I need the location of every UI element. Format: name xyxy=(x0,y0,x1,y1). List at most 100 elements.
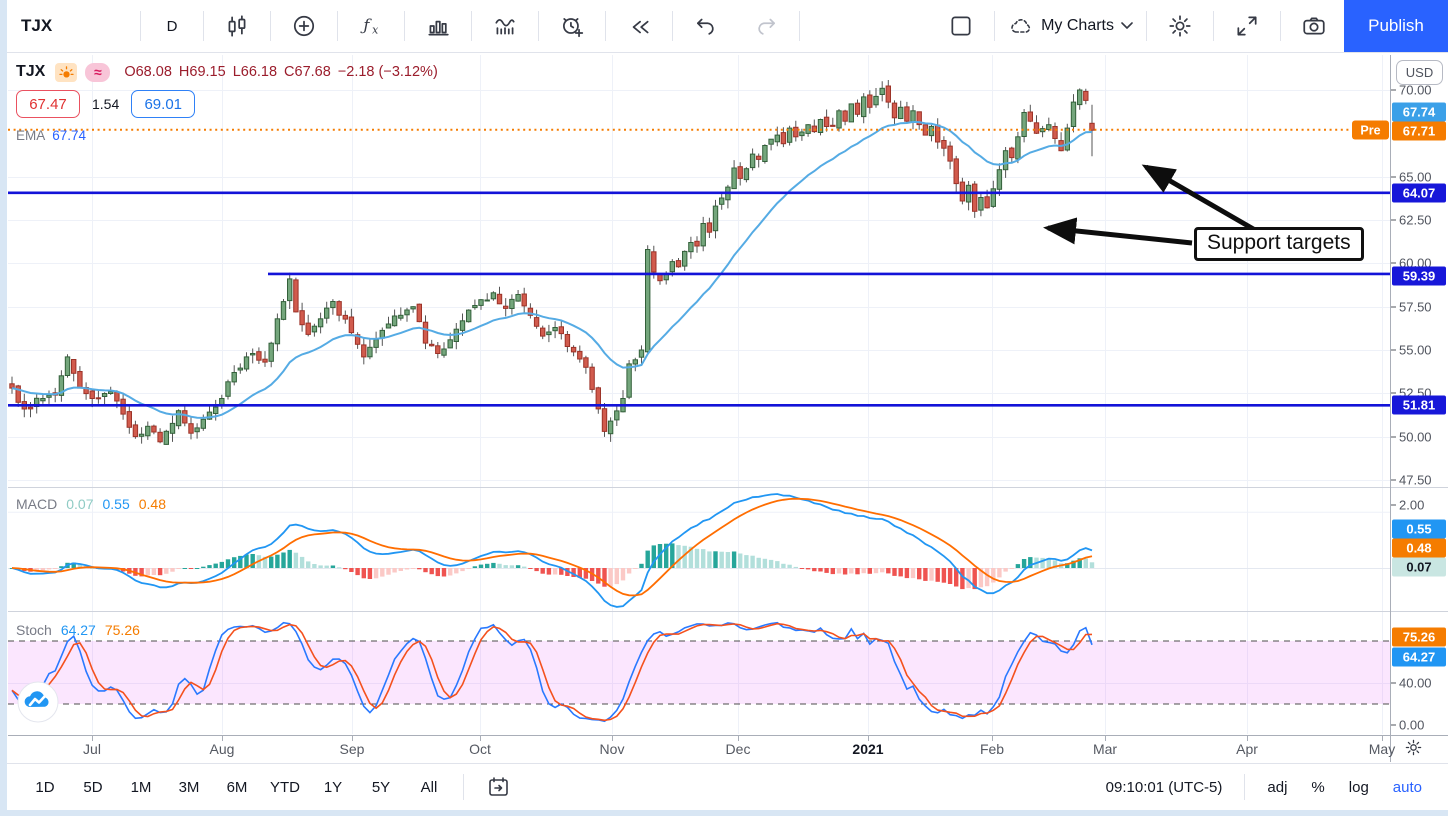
stoch-legend-name: Stoch xyxy=(16,622,52,638)
range-5d-button[interactable]: 5D xyxy=(83,778,103,796)
percent-toggle[interactable]: % xyxy=(1311,778,1325,796)
close-value: C67.68 xyxy=(284,64,331,80)
macd-line-label: 0.55 xyxy=(1392,519,1446,539)
macd-signal-line[interactable] xyxy=(11,497,1093,597)
macd-hist-label: 0.07 xyxy=(1392,557,1446,577)
open-value: O68.08 xyxy=(124,64,172,80)
divider xyxy=(337,11,338,41)
axis-tick-label: 70.00 xyxy=(1399,82,1432,98)
range-3m-button[interactable]: 3M xyxy=(178,778,200,796)
axis-tick-label: 0.00 xyxy=(1399,717,1425,733)
divider xyxy=(799,11,800,41)
undo-button[interactable] xyxy=(676,6,736,46)
calendar-arrow-icon xyxy=(489,777,508,796)
macd-legend: MACD 0.07 0.55 0.48 xyxy=(16,496,166,512)
wave-bars-icon xyxy=(495,19,515,35)
fullscreen-button[interactable] xyxy=(1217,6,1277,46)
forecast-button[interactable] xyxy=(475,6,535,46)
top-toolbar: TJX D ƒ xyxy=(7,0,1448,53)
axis-tick-label: 50.00 xyxy=(1399,429,1432,445)
premarket-sun-icon xyxy=(55,62,78,82)
goto-date-button[interactable] xyxy=(476,772,520,802)
range-1d-button[interactable]: 1D xyxy=(35,778,55,796)
svg-text:ƒ: ƒ xyxy=(360,15,372,34)
macd-signal-label: 0.48 xyxy=(1392,538,1446,558)
stoch-k-value: 64.27 xyxy=(60,622,96,638)
macd-signal-value: 0.48 xyxy=(138,496,166,512)
support-arrows[interactable] xyxy=(1043,164,1264,246)
log-toggle[interactable]: log xyxy=(1348,778,1369,796)
buy-price-button[interactable]: 69.01 xyxy=(131,90,196,118)
auto-scale-toggle[interactable]: auto xyxy=(1392,778,1422,796)
premarket-price-label: 67.71 xyxy=(1392,121,1446,141)
redo-button[interactable] xyxy=(736,6,796,46)
camera-icon xyxy=(1303,17,1325,35)
range-5y-button[interactable]: 5Y xyxy=(371,778,391,796)
undo-icon xyxy=(697,18,714,35)
time-axis-settings-icon[interactable] xyxy=(1404,738,1423,762)
macd-line-value: 0.55 xyxy=(102,496,130,512)
range-1y-button[interactable]: 1Y xyxy=(323,778,343,796)
stoch-d-label: 75.26 xyxy=(1392,627,1446,647)
legend-symbol: TJX xyxy=(16,63,46,80)
symbol-legend: TJX ≈ O68.08 H69.15 L66.18 C67.68 −2.18 … xyxy=(16,60,438,143)
snapshot-button[interactable] xyxy=(1284,6,1344,46)
alert-add-button[interactable] xyxy=(542,6,602,46)
divider xyxy=(463,774,464,800)
stoch-d-value: 75.26 xyxy=(104,622,140,638)
range-1m-button[interactable]: 1M xyxy=(130,778,152,796)
axis-tick-label: 57.50 xyxy=(1399,299,1432,315)
time-axis-month-label: Sep xyxy=(339,741,365,757)
divider xyxy=(270,11,271,41)
macd-legend-name: MACD xyxy=(16,496,58,512)
publish-button[interactable]: Publish xyxy=(1344,0,1448,52)
range-ytd-button[interactable]: YTD xyxy=(270,778,300,796)
session-clock[interactable]: 09:10:01 (UTC-5) xyxy=(1105,778,1223,796)
adjust-toggle[interactable]: adj xyxy=(1267,778,1288,796)
divider xyxy=(994,11,996,41)
range-6m-button[interactable]: 6M xyxy=(226,778,248,796)
stoch-band xyxy=(8,641,1390,704)
chart-settings-button[interactable] xyxy=(1150,6,1210,46)
axis-tick-label: 40.00 xyxy=(1399,675,1432,691)
sell-price-button[interactable]: 67.47 xyxy=(16,90,80,118)
bottom-edge-strip xyxy=(0,810,1448,816)
interval-button[interactable]: D xyxy=(166,17,178,35)
divider xyxy=(1213,11,1214,41)
symbol-button[interactable]: TJX xyxy=(21,16,53,35)
time-axis-month-label: Oct xyxy=(469,741,491,757)
my-charts-button[interactable]: My Charts xyxy=(998,6,1143,46)
axis-tick-label: 62.50 xyxy=(1399,212,1432,228)
range-all-button[interactable]: All xyxy=(420,778,438,796)
macd-line[interactable] xyxy=(11,493,1093,608)
fullscreen-icon xyxy=(1237,16,1257,36)
cloud-icon xyxy=(1011,19,1031,33)
chart-canvas[interactable] xyxy=(0,0,1448,763)
stoch-d-line[interactable] xyxy=(11,622,1093,722)
left-edge-strip xyxy=(0,0,7,816)
currency-button[interactable]: USD xyxy=(1396,60,1443,85)
tradingview-logo[interactable] xyxy=(16,680,60,729)
templates-button[interactable] xyxy=(408,6,468,46)
my-charts-label: My Charts xyxy=(1041,17,1114,34)
price-axis[interactable]: USD 70.00 65.00 62.50 60.00 57.50 55.00 52.50 5… xyxy=(1391,53,1448,762)
change-value: −2.18 (−3.12%) xyxy=(337,64,438,80)
compare-add-button[interactable] xyxy=(274,6,334,46)
ema-line[interactable] xyxy=(11,120,1093,419)
divider xyxy=(672,11,673,41)
time-axis-month-label: 2021 xyxy=(852,741,884,757)
stoch-k-line[interactable] xyxy=(11,621,1093,723)
support-targets-annotation[interactable]: Support targets xyxy=(1194,227,1364,261)
alarm-clock-plus-icon xyxy=(563,18,584,38)
divider xyxy=(1146,11,1147,41)
divider xyxy=(1280,11,1281,41)
layout-square-icon xyxy=(951,16,971,36)
time-axis[interactable]: Jul Aug Sep Oct Nov Dec 2021 Feb Mar Apr May xyxy=(7,735,1395,762)
indicators-button[interactable]: ƒ x xyxy=(341,6,401,46)
replay-button[interactable] xyxy=(609,6,669,46)
divider xyxy=(203,11,204,41)
chart-style-button[interactable] xyxy=(207,6,267,46)
layout-button[interactable] xyxy=(931,6,991,46)
support-level-label-1: 64.07 xyxy=(1392,183,1446,203)
divider xyxy=(1244,774,1246,800)
